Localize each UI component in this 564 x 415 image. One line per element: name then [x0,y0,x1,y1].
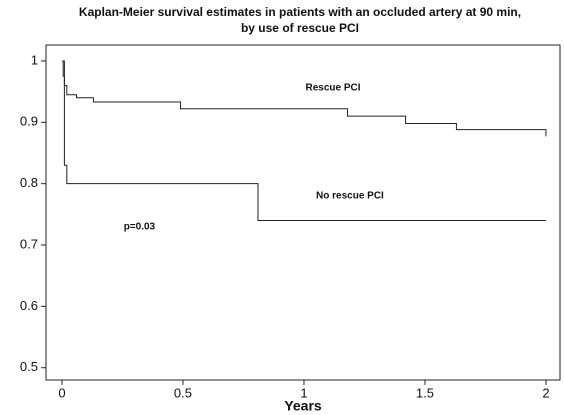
chart-title: Kaplan-Meier survival estimates in patie… [79,5,521,19]
y-tick-label: 0.6 [20,298,38,313]
y-tick-label: 0.9 [20,114,38,129]
x-tick-label: 0 [58,385,65,400]
x-tick-label: 0.5 [174,385,192,400]
plot-frame [45,44,561,381]
y-tick-label: 0.7 [20,236,38,251]
y-tick-label: 0.8 [20,175,38,190]
survival-curve [61,60,546,221]
x-tick-label: 2 [542,385,549,400]
y-tick-label: 1 [31,52,38,67]
annotation: p=0.03 [124,221,156,232]
annotation: Rescue PCI [305,83,360,94]
x-tick-label: 1.5 [416,385,434,400]
x-axis-label: Years [284,398,322,414]
x-tick-label: 1 [300,385,307,400]
chart-title: by use of rescue PCI [241,21,359,35]
annotation: No rescue PCI [316,191,384,202]
survival-curve [61,60,547,137]
y-tick-label: 0.5 [20,359,38,374]
